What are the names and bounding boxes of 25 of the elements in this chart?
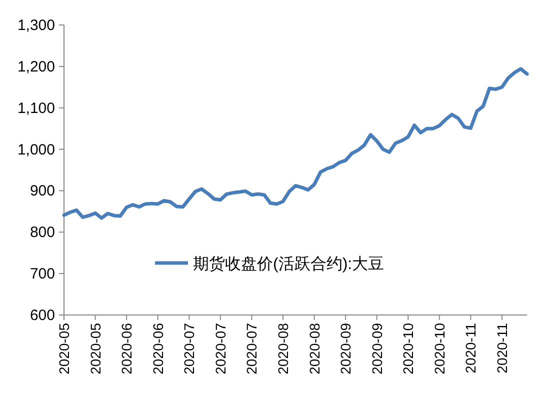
x-tick-label: 2020-09 [338,322,354,374]
x-tick-label: 2020-06 [118,322,135,374]
x-tick-label: 2020-05 [56,322,72,374]
x-tick-label: 2020-07 [244,322,260,374]
x-tick-label: 2020-10 [431,322,448,374]
x-tick-label: 2020-05 [87,322,104,374]
y-tick-label: 800 [30,224,55,242]
x-tick-label: 2020-11 [462,322,479,374]
y-tick-label: 900 [30,182,55,200]
x-tick-label: 2020-11 [494,322,510,374]
y-tick-label: 1,200 [17,58,55,76]
x-tick-label: 2020-07 [212,322,228,374]
x-tick-label: 2020-08 [274,322,291,374]
y-tick-label: 1,000 [17,141,55,158]
y-tick-label: 1,300 [17,17,55,34]
y-tick-label: 1,100 [17,100,55,117]
y-tick-label: 600 [30,307,55,324]
line-series [62,67,529,220]
x-tick-label: 2020-10 [400,322,416,374]
x-tick-label: 2020-08 [306,322,322,374]
x-tick-label: 2020-09 [368,322,385,374]
x-tick-label: 2020-06 [150,322,166,374]
y-tick-label: 700 [30,266,55,283]
legend-label: 期货收盘价(活跃合约):大豆 [193,255,384,273]
x-tick-label: 2020-07 [181,322,198,374]
